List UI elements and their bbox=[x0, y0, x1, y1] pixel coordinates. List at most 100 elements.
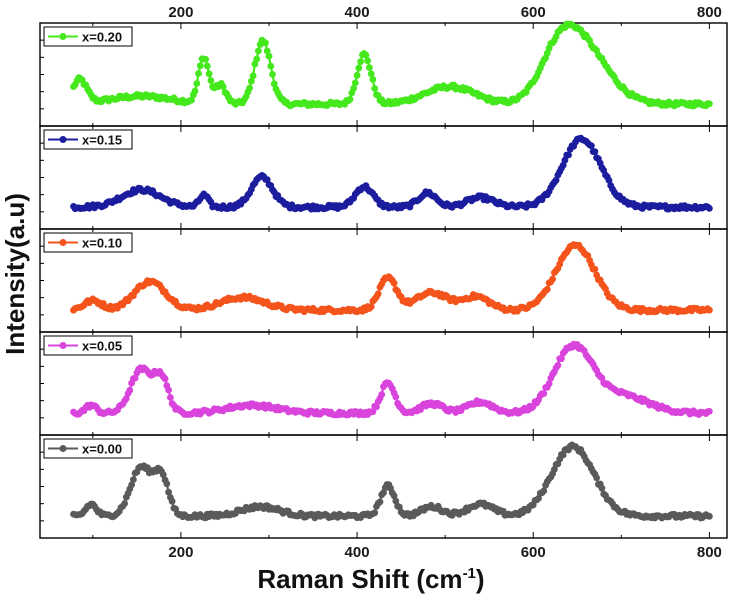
legend-marker bbox=[59, 342, 67, 349]
data-point bbox=[706, 512, 713, 520]
legend-marker bbox=[59, 239, 67, 246]
panel-frame bbox=[39, 22, 728, 127]
panel-x=0.05: x=0.05 bbox=[39, 331, 728, 436]
x-tick-label-top: 600 bbox=[521, 4, 546, 21]
series-line-x=0.20 bbox=[72, 22, 710, 108]
bottom-x-tick-labels: 200 400 600 800 bbox=[168, 544, 721, 561]
data-point bbox=[205, 70, 213, 78]
data-point bbox=[269, 71, 276, 78]
data-point bbox=[262, 39, 269, 47]
data-point bbox=[706, 407, 713, 415]
data-point bbox=[362, 51, 370, 59]
data-point bbox=[351, 79, 359, 87]
data-point bbox=[126, 386, 134, 394]
data-point bbox=[598, 484, 606, 492]
panel-x=0.00: x=0.00 bbox=[39, 434, 728, 539]
data-point bbox=[253, 55, 261, 63]
data-point bbox=[166, 394, 174, 401]
data-point bbox=[371, 509, 379, 517]
data-point bbox=[549, 275, 556, 283]
legend-marker bbox=[59, 136, 67, 143]
data-point bbox=[369, 76, 377, 83]
legend-x=0.05: x=0.05 bbox=[43, 335, 133, 356]
legend-label: x=0.10 bbox=[82, 236, 122, 251]
data-point bbox=[203, 62, 211, 70]
data-point bbox=[540, 487, 548, 495]
legend-box bbox=[43, 438, 133, 459]
data-point bbox=[267, 62, 275, 70]
data-point bbox=[129, 476, 137, 483]
data-point bbox=[364, 57, 371, 65]
x-tick-label-top: 400 bbox=[345, 4, 370, 21]
legend-marker bbox=[59, 33, 67, 40]
y-axis-title: Intensity(a.u) bbox=[0, 193, 30, 355]
data-point bbox=[376, 498, 384, 506]
legend-label: x=0.00 bbox=[82, 442, 122, 457]
series-markers-x=0.20 bbox=[70, 20, 713, 110]
x-tick-label-top: 800 bbox=[697, 4, 722, 21]
data-point bbox=[706, 204, 713, 212]
legend-x=0.00: x=0.00 bbox=[43, 438, 133, 459]
data-point bbox=[346, 95, 354, 103]
x-tick-label-top: 200 bbox=[168, 4, 193, 21]
data-point bbox=[202, 55, 209, 63]
series-markers-x=0.10 bbox=[70, 241, 713, 316]
legend-box bbox=[43, 232, 133, 253]
legend-marker bbox=[59, 445, 67, 452]
legend-box bbox=[43, 129, 133, 150]
data-point bbox=[543, 285, 551, 293]
panel-frame bbox=[39, 125, 728, 230]
x-tick-label-bottom: 200 bbox=[168, 544, 193, 561]
data-point bbox=[374, 290, 382, 298]
data-point bbox=[168, 497, 176, 505]
data-point bbox=[353, 72, 361, 79]
data-point bbox=[378, 391, 386, 398]
data-point bbox=[195, 70, 202, 77]
x-tick-label-bottom: 600 bbox=[521, 544, 546, 561]
panel-x=0.20: x=0.20 bbox=[39, 20, 728, 127]
legend-box bbox=[43, 26, 133, 47]
data-point bbox=[365, 64, 373, 71]
data-point bbox=[193, 80, 201, 87]
data-point bbox=[265, 52, 273, 60]
data-point bbox=[706, 100, 713, 108]
legend-label: x=0.05 bbox=[82, 339, 122, 354]
data-point bbox=[163, 480, 171, 488]
data-point bbox=[554, 361, 562, 369]
data-point bbox=[196, 62, 204, 70]
data-point bbox=[371, 85, 379, 92]
series-markers-x=0.15 bbox=[70, 134, 713, 213]
data-point bbox=[593, 474, 600, 482]
data-point bbox=[591, 148, 599, 155]
data-point bbox=[367, 70, 375, 78]
data-point bbox=[355, 64, 363, 72]
panel-x=0.10: x=0.10 bbox=[39, 228, 728, 333]
x-tick-label-bottom: 400 bbox=[345, 544, 370, 561]
data-point bbox=[392, 393, 400, 401]
legend-label: x=0.15 bbox=[82, 133, 122, 148]
top-x-tick-labels: 200 400 600 800 bbox=[168, 4, 721, 21]
data-point bbox=[390, 279, 398, 287]
legend-x=0.15: x=0.15 bbox=[43, 129, 133, 150]
data-point bbox=[219, 83, 227, 90]
panel-x=0.15: x=0.15 bbox=[39, 125, 728, 230]
data-point bbox=[540, 390, 548, 397]
data-point bbox=[161, 375, 169, 383]
data-point bbox=[254, 47, 262, 55]
data-point bbox=[367, 303, 375, 311]
data-point bbox=[165, 386, 172, 394]
x-axis-title: Raman Shift (cm-1) bbox=[257, 564, 484, 594]
data-point bbox=[246, 84, 253, 92]
series-markers-x=0.00 bbox=[70, 441, 713, 522]
series-markers-x=0.05 bbox=[70, 340, 713, 419]
legend-box bbox=[43, 335, 133, 356]
panels: x=0.20 x=0.15 x=0.10 x=0.05 x=0.00 bbox=[39, 20, 728, 539]
data-point bbox=[706, 306, 713, 314]
data-point bbox=[207, 77, 215, 84]
data-point bbox=[191, 87, 199, 95]
data-point bbox=[357, 58, 364, 65]
legend-label: x=0.20 bbox=[82, 30, 122, 45]
data-point bbox=[565, 151, 572, 159]
x-tick-label-bottom: 800 bbox=[697, 544, 722, 561]
